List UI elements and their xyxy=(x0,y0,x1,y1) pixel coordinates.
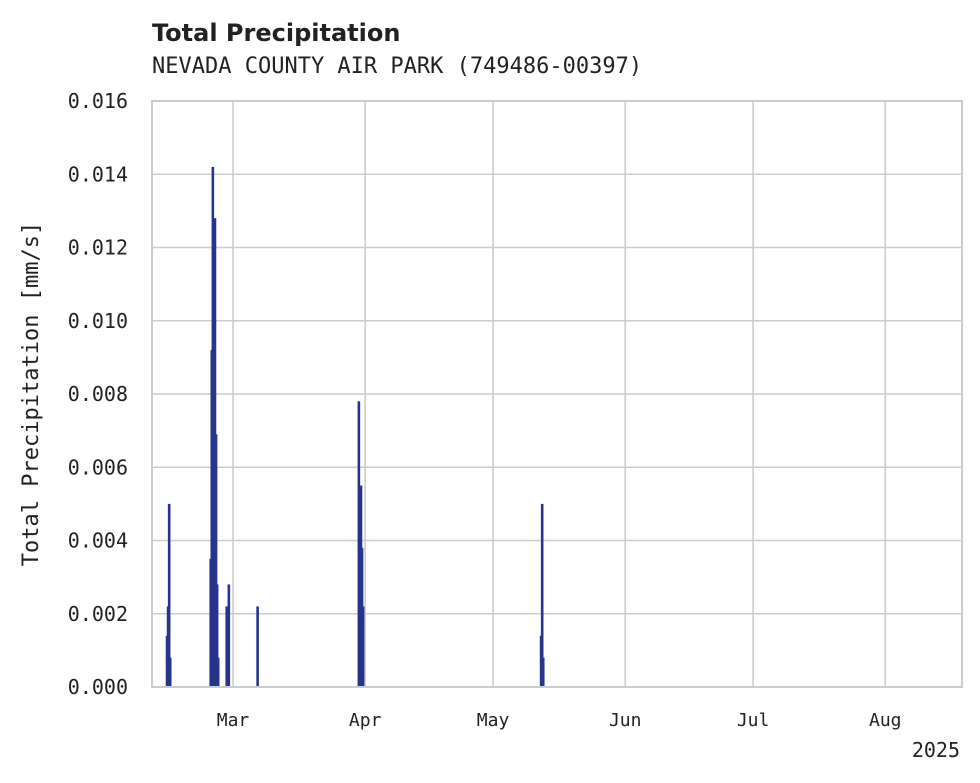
x-tick-label-apr: Apr xyxy=(349,710,382,731)
precipitation-bar xyxy=(361,606,365,687)
precipitation-bar xyxy=(541,657,545,687)
precipitation-bar xyxy=(168,657,172,687)
precipitation-bar xyxy=(256,606,259,687)
precipitation-bar xyxy=(215,584,219,687)
precipitation-bars xyxy=(165,166,545,688)
y-tick-label: 0.002 xyxy=(68,602,128,626)
y-tick-label: 0.010 xyxy=(68,309,128,333)
x-axis-year-label: 2025 xyxy=(912,738,960,762)
precipitation-bar xyxy=(540,503,544,687)
precipitation-bar xyxy=(225,606,229,687)
chart-subtitle: NEVADA COUNTY AIR PARK (749486-00397) xyxy=(152,54,642,79)
precipitation-bar xyxy=(216,657,220,687)
y-tick-label: 0.004 xyxy=(68,529,128,553)
x-tick-label-jun: Jun xyxy=(609,710,642,731)
x-tick-label-mar: Mar xyxy=(217,710,250,731)
x-axis-ticks: Mar Apr May Jun Jul Aug xyxy=(217,710,902,731)
x-tick-label-may: May xyxy=(477,710,510,731)
y-tick-label: 0.000 xyxy=(68,675,128,699)
precipitation-bar xyxy=(214,434,218,687)
x-tick-label-jul: Jul xyxy=(737,710,770,731)
y-axis-label: Total Precipitation [mm/s] xyxy=(19,222,44,566)
y-tick-label: 0.012 xyxy=(68,236,128,260)
y-tick-label: 0.008 xyxy=(68,382,128,406)
y-axis-ticks: 0.000 0.002 0.004 0.006 0.008 0.010 0.012 0.014… xyxy=(68,89,128,699)
y-tick-label: 0.016 xyxy=(68,89,128,113)
chart-title: Total Precipitation xyxy=(152,19,400,47)
precipitation-bar xyxy=(227,584,231,687)
grid xyxy=(152,100,962,688)
plot-frame xyxy=(151,100,963,688)
precipitation-bar xyxy=(167,503,171,687)
y-tick-label: 0.006 xyxy=(68,455,128,479)
x-tick-label-aug: Aug xyxy=(869,710,902,731)
y-tick-label: 0.014 xyxy=(68,162,128,186)
